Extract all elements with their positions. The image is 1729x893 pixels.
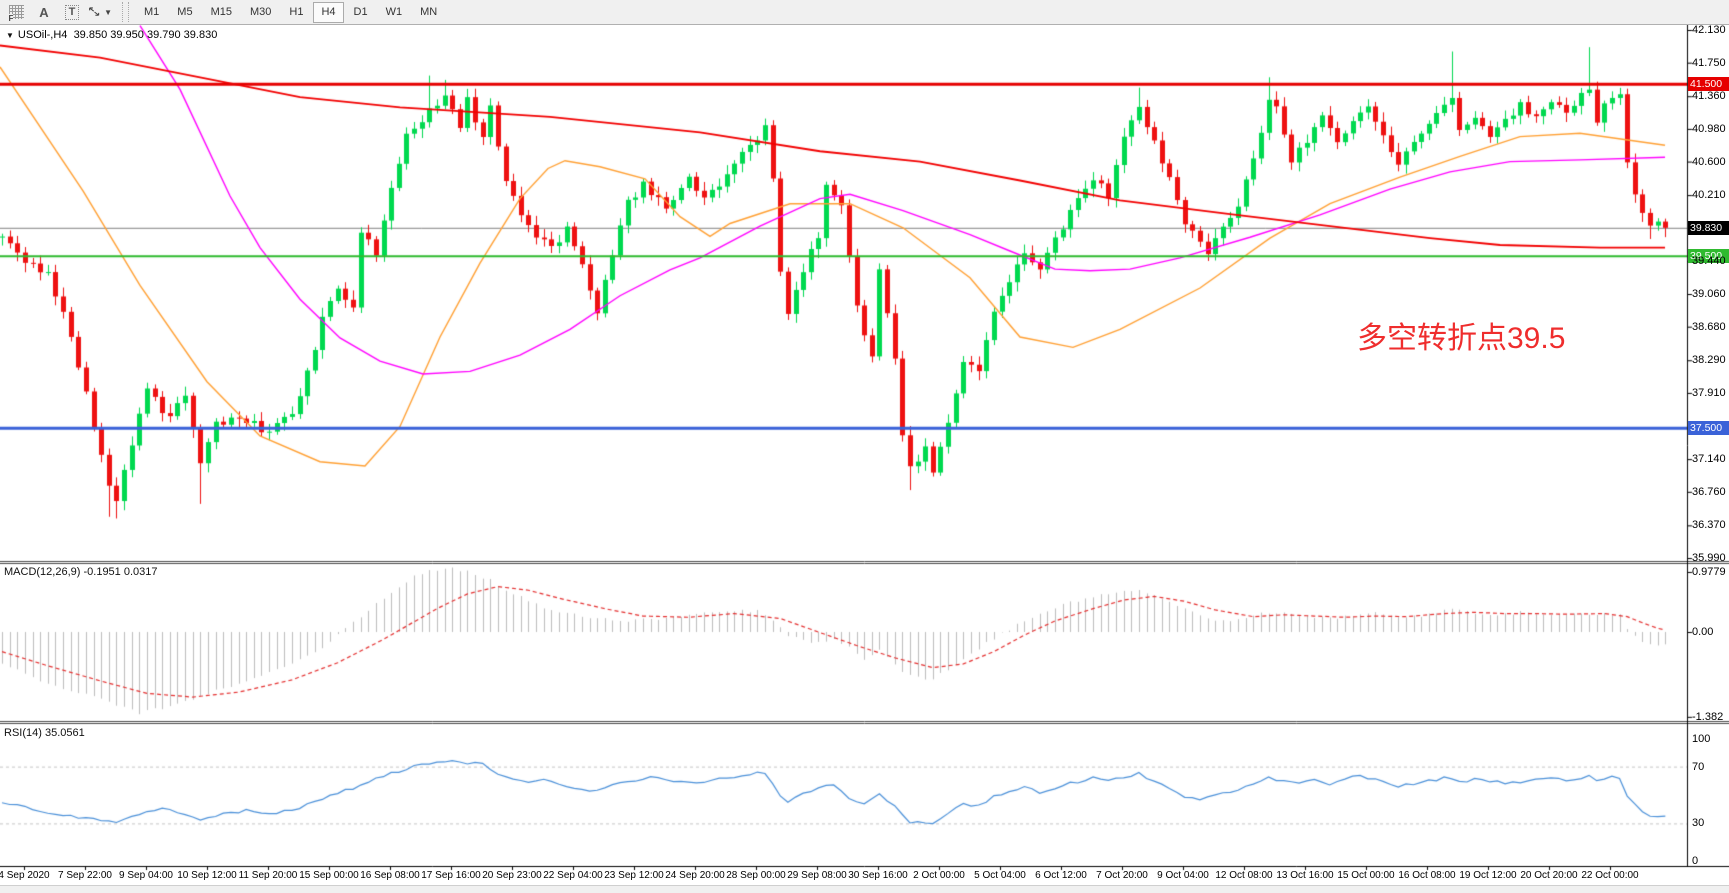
y-axis-label: 40.210 bbox=[1692, 189, 1726, 202]
macd-scale-label: -1.382 bbox=[1692, 710, 1724, 723]
y-axis-label: 40.980 bbox=[1692, 122, 1726, 135]
y-axis-label: 37.910 bbox=[1692, 386, 1726, 399]
rsi-scale-label: 100 bbox=[1692, 733, 1711, 745]
time-axis-label: 12 Oct 08:00 bbox=[1215, 870, 1273, 881]
current-price-label: 39.830 bbox=[1688, 220, 1729, 235]
y-axis-label: 42.130 bbox=[1692, 24, 1726, 36]
chart-canvas[interactable] bbox=[0, 25, 1729, 885]
time-axis-label: 13 Oct 16:00 bbox=[1276, 870, 1334, 881]
chart-grid-icon[interactable]: F bbox=[4, 2, 28, 23]
y-axis-label: 39.060 bbox=[1692, 288, 1726, 301]
time-axis-label: 20 Oct 20:00 bbox=[1520, 870, 1578, 881]
timeframe-mn[interactable]: MN bbox=[412, 2, 445, 23]
y-axis-label: 38.290 bbox=[1692, 354, 1726, 367]
time-axis-label: 6 Oct 12:00 bbox=[1035, 870, 1087, 881]
time-axis-label: 11 Sep 20:00 bbox=[238, 870, 298, 881]
price-label-41500[interactable]: 41.500 bbox=[1688, 77, 1729, 92]
macd-values: -0.1951 0.0317 bbox=[83, 566, 158, 578]
timeframe-h4[interactable]: H4 bbox=[313, 1, 344, 23]
chevron-down-icon[interactable]: ▼ bbox=[104, 7, 112, 17]
time-axis-label: 4 Sep 2020 bbox=[0, 870, 50, 881]
time-axis-label: 28 Sep 00:00 bbox=[726, 870, 786, 881]
timeframe-m1[interactable]: M1 bbox=[136, 2, 167, 23]
rsi-scale-label: 0 bbox=[1692, 855, 1699, 867]
y-axis-label: 36.370 bbox=[1692, 519, 1726, 532]
time-axis-label: 22 Sep 04:00 bbox=[543, 870, 603, 881]
y-axis-label: 35.990 bbox=[1692, 552, 1726, 565]
annotation-text: 多空转折点39.5 bbox=[1357, 322, 1566, 355]
ohlc-values: 39.850 39.950 39.790 39.830 bbox=[73, 29, 218, 41]
time-axis-label: 19 Oct 12:00 bbox=[1459, 870, 1517, 881]
time-axis-label: 17 Sep 16:00 bbox=[421, 870, 481, 881]
y-axis-label: 38.680 bbox=[1692, 320, 1726, 333]
toolbar: F A T ▼ M1 M5 M15 M30 H1 H4 D1 W1 MN bbox=[0, 0, 1729, 25]
macd-label: MACD(12,26,9) -0.1951 0.0317 bbox=[4, 566, 158, 578]
y-axis-label: 41.360 bbox=[1692, 90, 1726, 103]
timeframe-w1[interactable]: W1 bbox=[378, 2, 411, 23]
bottom-strip bbox=[0, 885, 1729, 893]
time-axis-label: 7 Sep 22:00 bbox=[58, 870, 112, 881]
toolbar-separator bbox=[122, 2, 129, 22]
time-axis-label: 15 Oct 00:00 bbox=[1337, 870, 1395, 881]
chart-region: ▼ USOil-,H4 39.850 39.950 39.790 39.830 M… bbox=[0, 24, 1729, 885]
arrows-tool-icon[interactable]: ▼ bbox=[88, 2, 112, 23]
time-axis-label: 22 Oct 00:00 bbox=[1581, 870, 1639, 881]
time-axis-label: 20 Sep 23:00 bbox=[482, 870, 542, 881]
timeframe-m15[interactable]: M15 bbox=[203, 2, 240, 23]
y-axis-label: 40.600 bbox=[1692, 155, 1726, 168]
price-label-37500[interactable]: 37.500 bbox=[1688, 421, 1729, 436]
timeframe-h1[interactable]: H1 bbox=[281, 2, 311, 23]
time-axis-label: 5 Oct 04:00 bbox=[974, 870, 1026, 881]
macd-scale-label: 0.00 bbox=[1692, 626, 1714, 638]
text-label-tool-icon[interactable]: T bbox=[60, 2, 84, 23]
rsi-label: RSI(14) 35.0561 bbox=[4, 727, 85, 739]
time-axis-label: 24 Sep 20:00 bbox=[665, 870, 725, 881]
time-axis-label: 16 Sep 08:00 bbox=[360, 870, 420, 881]
time-axis-label: 23 Sep 12:00 bbox=[604, 870, 664, 881]
timeframe-d1[interactable]: D1 bbox=[346, 2, 376, 23]
y-axis-label: 37.140 bbox=[1692, 453, 1726, 466]
symbol-dropdown-icon[interactable]: ▼ bbox=[6, 31, 14, 40]
y-axis-label: 36.760 bbox=[1692, 485, 1726, 498]
chart-title: ▼ USOil-,H4 39.850 39.950 39.790 39.830 bbox=[6, 29, 217, 41]
time-axis-label: 9 Sep 04:00 bbox=[119, 870, 173, 881]
time-axis-label: 9 Oct 04:00 bbox=[1157, 870, 1209, 881]
rsi-scale-label: 30 bbox=[1692, 817, 1705, 830]
time-axis-label: 2 Oct 00:00 bbox=[913, 870, 965, 881]
macd-scale-label: 0.9779 bbox=[1692, 565, 1726, 578]
font-tool-icon[interactable]: A bbox=[39, 4, 49, 20]
diagonal-arrows-icon bbox=[89, 7, 100, 16]
symbol-period: USOil-,H4 bbox=[17, 29, 68, 41]
time-axis-label: 29 Sep 08:00 bbox=[787, 870, 847, 881]
price-label-39500[interactable]: 39.500 bbox=[1688, 249, 1729, 264]
time-axis-label: 10 Sep 12:00 bbox=[177, 870, 237, 881]
timeframe-m30[interactable]: M30 bbox=[242, 2, 279, 23]
time-axis-label: 30 Sep 16:00 bbox=[848, 870, 908, 881]
timeframe-m5[interactable]: M5 bbox=[169, 2, 200, 23]
y-axis-label: 41.750 bbox=[1692, 56, 1726, 69]
time-axis-label: 15 Sep 00:00 bbox=[299, 870, 359, 881]
time-axis-label: 7 Oct 20:00 bbox=[1096, 870, 1148, 881]
rsi-value: 35.0561 bbox=[44, 727, 85, 739]
y-axis-label: 39.440 bbox=[1692, 255, 1726, 268]
time-axis-label: 16 Oct 08:00 bbox=[1398, 870, 1456, 881]
rsi-scale-label: 70 bbox=[1692, 760, 1705, 773]
